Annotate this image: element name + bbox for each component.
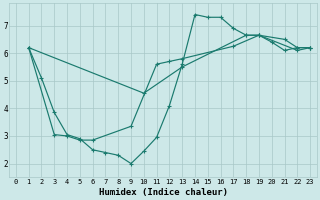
X-axis label: Humidex (Indice chaleur): Humidex (Indice chaleur): [99, 188, 228, 197]
